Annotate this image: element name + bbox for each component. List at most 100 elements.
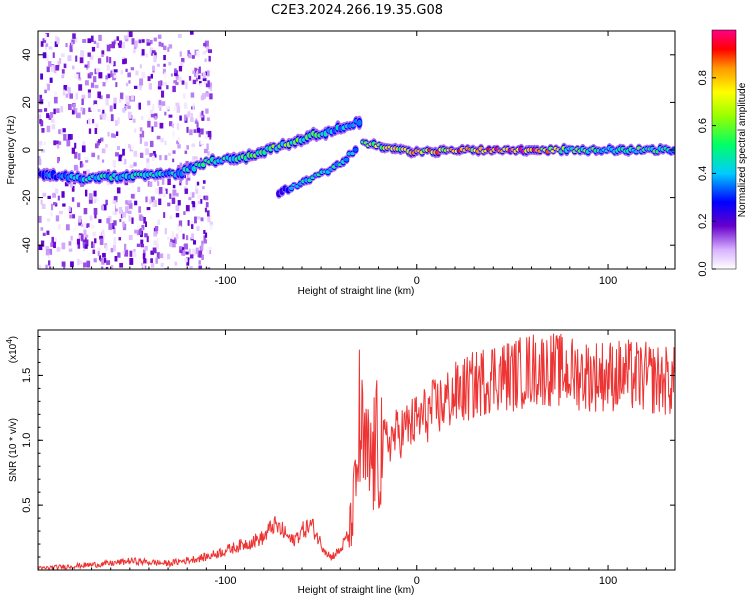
noise-speck: [136, 224, 140, 230]
noise-speck: [177, 200, 181, 206]
noise-speck: [52, 192, 57, 198]
noise-speck: [134, 229, 138, 234]
noise-speck: [187, 50, 190, 57]
noise-speck: [173, 80, 178, 84]
noise-speck: [88, 128, 92, 134]
noise-speck: [183, 102, 187, 106]
noise-speck: [204, 135, 208, 139]
colorbar-tick-label: 0.8: [697, 70, 709, 85]
noise-speck: [123, 158, 127, 165]
noise-speck: [130, 67, 135, 71]
noise-speck: [149, 140, 154, 148]
noise-speck: [122, 212, 126, 218]
noise-speck: [65, 224, 70, 231]
noise-speck: [191, 101, 194, 106]
noise-speck: [80, 234, 84, 241]
noise-speck: [132, 118, 136, 123]
noise-speck: [99, 114, 103, 120]
noise-speck: [102, 109, 105, 114]
noise-speck: [160, 90, 165, 98]
noise-speck: [140, 115, 144, 120]
noise-speck: [146, 207, 151, 211]
snr-series-line: [38, 333, 675, 570]
noise-speck: [190, 186, 194, 192]
noise-speck: [43, 141, 46, 146]
noise-speck: [82, 107, 86, 115]
noise-speck: [45, 33, 50, 38]
noise-speck: [93, 207, 98, 215]
noise-speck: [168, 114, 173, 118]
noise-speck: [203, 229, 206, 234]
noise-speck: [97, 139, 102, 144]
noise-speck: [162, 255, 167, 261]
noise-speck: [197, 194, 202, 199]
noise-speck: [161, 178, 165, 185]
noise-speck: [153, 231, 157, 237]
noise-speck: [40, 240, 45, 247]
noise-speck: [164, 111, 167, 116]
noise-speck: [206, 46, 210, 53]
noise-speck: [153, 154, 157, 158]
noise-speck: [163, 82, 167, 86]
noise-speck: [192, 79, 197, 85]
noise-speck: [172, 36, 176, 41]
noise-speck: [127, 200, 132, 204]
noise-speck: [190, 204, 194, 210]
noise-speck: [46, 230, 50, 235]
noise-speck: [176, 224, 180, 231]
noise-speck: [205, 92, 210, 97]
noise-speck: [172, 81, 176, 86]
noise-speck: [74, 37, 78, 43]
noise-speck: [94, 143, 99, 149]
noise-speck: [105, 98, 109, 106]
noise-speck: [205, 108, 209, 114]
noise-speck: [93, 40, 97, 44]
noise-speck: [101, 229, 105, 237]
noise-speck: [51, 124, 56, 130]
noise-speck: [38, 109, 43, 113]
noise-speck: [111, 41, 116, 49]
noise-speck: [188, 53, 192, 59]
noise-speck: [102, 82, 106, 87]
noise-speck: [149, 39, 153, 45]
noise-speck: [202, 50, 207, 55]
noise-speck: [89, 55, 94, 60]
noise-speck: [121, 157, 125, 164]
noise-speck: [188, 248, 191, 255]
noise-speck: [99, 255, 102, 261]
noise-speck: [119, 50, 122, 54]
noise-speck: [71, 147, 75, 154]
noise-speck: [140, 239, 144, 245]
noise-speck: [91, 46, 96, 52]
noise-speck: [189, 266, 193, 269]
noise-speck: [192, 156, 195, 162]
noise-speck: [44, 33, 47, 41]
noise-speck: [98, 219, 102, 223]
noise-speck: [45, 45, 48, 50]
noise-speck: [186, 145, 189, 150]
noise-speck: [185, 160, 189, 165]
noise-speck: [109, 43, 113, 49]
noise-speck: [167, 202, 171, 207]
noise-speck: [163, 63, 166, 67]
noise-speck: [53, 96, 58, 104]
noise-speck: [124, 243, 127, 251]
noise-speck: [118, 206, 123, 214]
noise-speck: [119, 92, 124, 100]
ridge-core: [353, 147, 358, 152]
noise-speck: [40, 149, 45, 153]
noise-speck: [148, 83, 152, 90]
noise-speck: [129, 265, 133, 269]
noise-speck: [186, 261, 190, 266]
noise-speck: [127, 105, 131, 109]
noise-speck: [85, 80, 89, 86]
noise-speck: [172, 131, 175, 138]
noise-speck: [154, 116, 157, 120]
noise-speck: [77, 135, 80, 139]
noise-speck: [152, 247, 157, 254]
noise-speck: [92, 119, 95, 124]
noise-speck: [93, 76, 97, 83]
noise-speck: [141, 224, 145, 231]
ridge-core: [343, 157, 349, 162]
noise-speck: [184, 114, 187, 121]
